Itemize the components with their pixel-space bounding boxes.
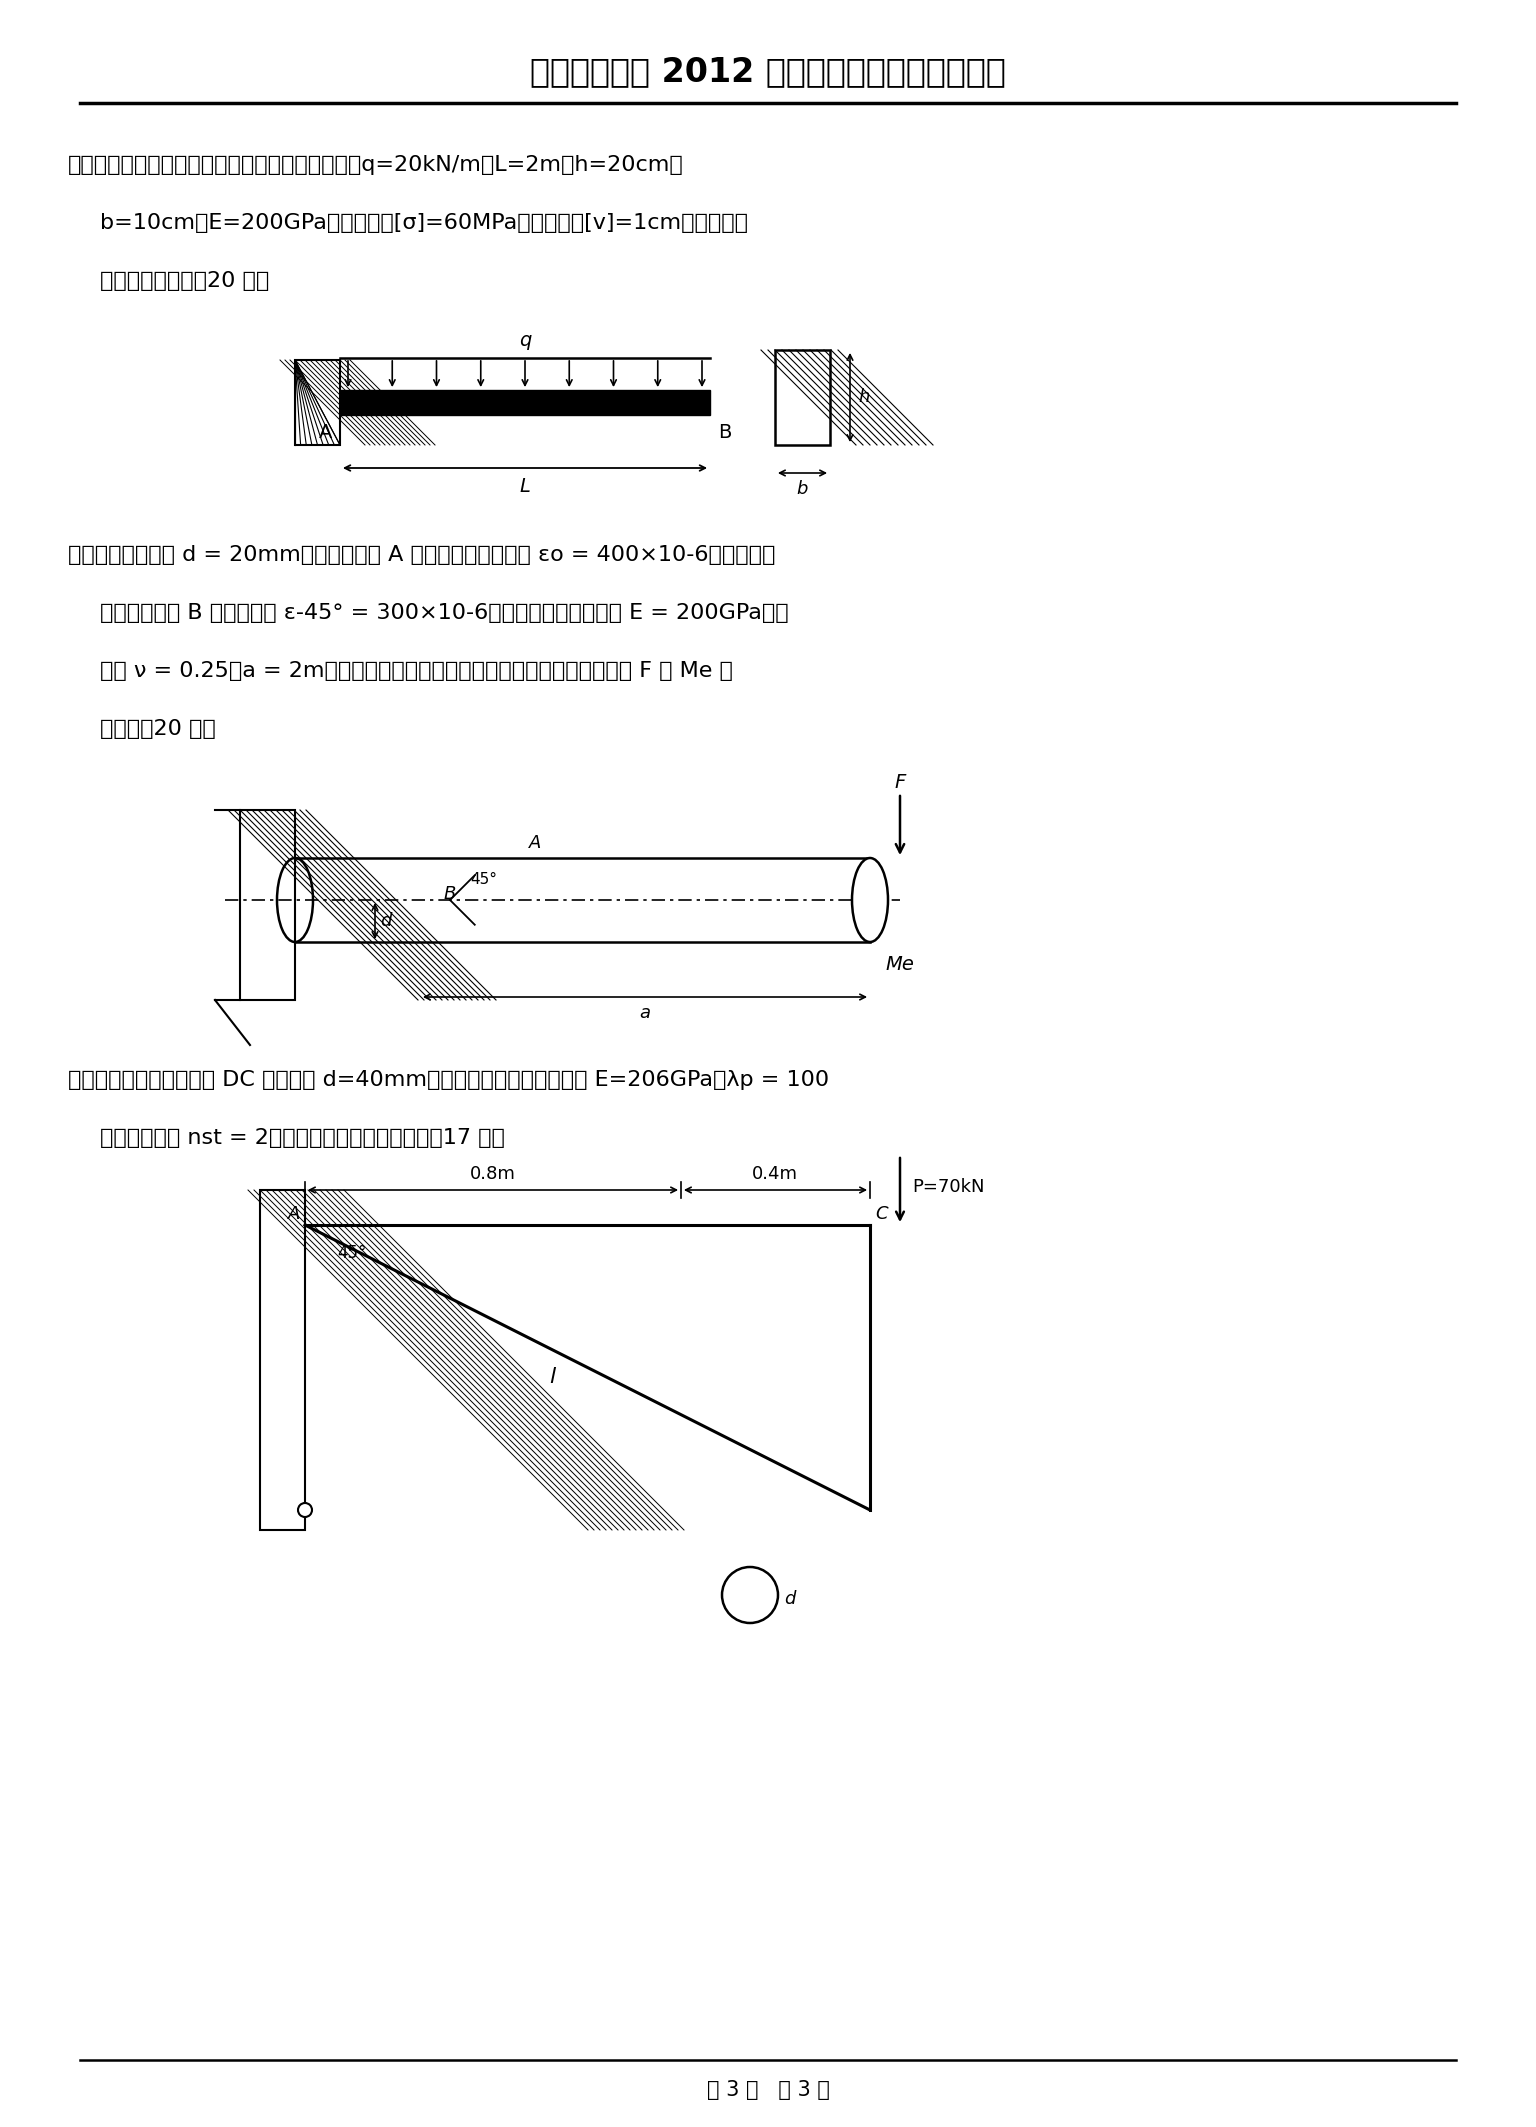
Text: 八、图示一钢托架，已知 DC 杆的直径 d=40mm，材料为低碳钢，弹性模量 E=206GPa，λp = 100: 八、图示一钢托架，已知 DC 杆的直径 d=40mm，材料为低碳钢，弹性模量 E… [68,1070,829,1089]
Text: 0.8m: 0.8m [470,1166,516,1183]
Text: h: h [859,387,869,406]
Text: 第 3 页   共 3 页: 第 3 页 共 3 页 [707,2080,829,2099]
Text: 45°: 45° [470,872,498,887]
Text: 的强度和刚度。（20 分）: 的强度和刚度。（20 分） [100,270,269,291]
Text: 径平面的外侧 B 点处，测得 ε-45° = 300×10-6，已知材料的弹性模量 E = 200GPa，泊: 径平面的外侧 B 点处，测得 ε-45° = 300×10-6，已知材料的弹性模… [100,602,788,623]
Ellipse shape [852,857,888,942]
Text: 大小。（20 分）: 大小。（20 分） [100,719,215,738]
Text: B: B [444,885,456,904]
Text: A: A [528,834,541,853]
Text: Me: Me [885,955,914,974]
Text: a: a [639,1004,651,1021]
Text: 七、已知圆轴直径 d = 20mm，在其上边缘 A 点处测得纵向线应变 εo = 400×10-6，在水平直: 七、已知圆轴直径 d = 20mm，在其上边缘 A 点处测得纵向线应变 εo =… [68,545,776,566]
Text: L: L [519,476,530,496]
Text: A: A [287,1206,300,1223]
Text: A: A [318,423,332,442]
Bar [339,389,710,415]
Text: b: b [796,481,808,498]
Bar [295,359,339,445]
Text: F: F [894,774,906,793]
Text: 0.4m: 0.4m [753,1166,799,1183]
Text: 稳定安全系数 nst = 2。试校核该压杆是否安全？（17 分）: 稳定安全系数 nst = 2。试校核该压杆是否安全？（17 分） [100,1127,505,1149]
Text: P=70kN: P=70kN [912,1178,985,1195]
Text: 六、如图所示，矩形截面悬臂梁受均布载荷作用，q=20kN/m，L=2m，h=20cm，: 六、如图所示，矩形截面悬臂梁受均布载荷作用，q=20kN/m，L=2m，h=20… [68,155,684,174]
Text: q: q [519,330,531,349]
Text: d: d [379,912,392,929]
Text: 湖北工业大学 2012 年招收硕士学位研究生试卷: 湖北工业大学 2012 年招收硕士学位研究生试卷 [530,55,1006,89]
Bar [260,1189,306,1529]
Bar [240,810,295,1000]
Bar [776,351,829,445]
Text: b=10cm，E=200GPa，许用应力[σ]=60MPa，许用挠度[v]=1cm，试校核梁: b=10cm，E=200GPa，许用应力[σ]=60MPa，许用挠度[v]=1c… [100,213,748,234]
Text: 松比 ν = 0.25，a = 2m。若不计弯曲切应力的影响，试求作用在轴上的载荷 F 和 Me 的: 松比 ν = 0.25，a = 2m。若不计弯曲切应力的影响，试求作用在轴上的载… [100,661,733,681]
Bar [295,359,339,445]
Text: B: B [717,423,731,442]
Text: C: C [876,1206,888,1223]
Text: l: l [548,1368,554,1387]
Text: d: d [783,1591,796,1608]
Circle shape [298,1504,312,1517]
Text: 45°: 45° [336,1244,367,1261]
